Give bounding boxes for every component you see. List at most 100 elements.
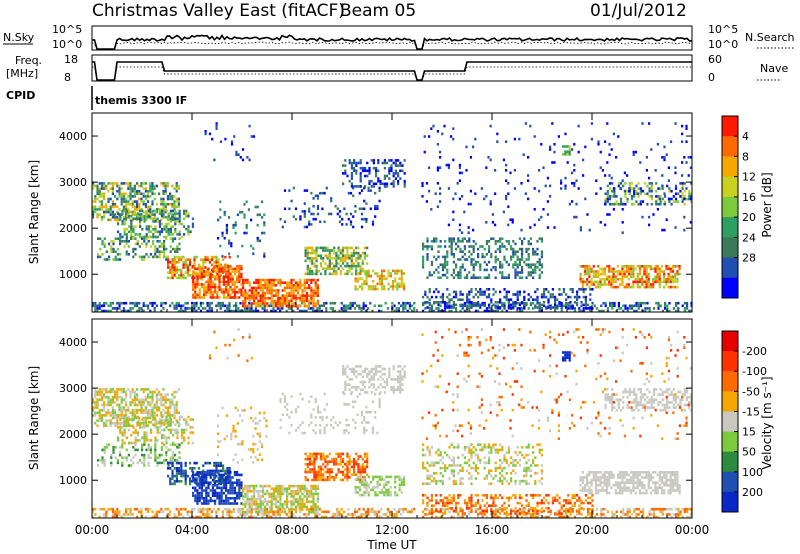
data-cell [320,304,323,308]
data-cell [411,309,414,313]
data-cell [374,287,377,291]
data-cell [178,443,181,446]
data-cell [378,309,381,313]
data-cell [633,195,636,198]
data-cell [507,263,510,266]
data-cell [222,280,225,284]
data-cell [173,271,176,274]
data-cell [543,304,546,308]
data-cell [571,148,574,151]
data-cell [681,132,684,136]
data-cell [228,252,231,256]
data-cell [568,145,571,148]
data-cell [206,309,209,313]
data-cell [154,426,157,429]
data-cell [165,459,168,462]
data-cell [630,270,633,273]
data-cell [483,260,486,264]
data-cell [98,187,101,190]
data-cell [100,416,103,420]
data-cell [206,258,209,261]
data-cell [136,200,139,203]
data-cell [169,245,172,248]
data-cell [109,414,112,417]
data-cell [96,424,99,428]
data-cell [664,301,667,305]
data-cell [235,304,238,308]
data-cell [118,184,121,188]
data-cell [196,278,199,281]
data-cell [685,161,688,164]
data-cell [172,233,175,236]
data-cell [136,242,139,246]
data-cell [348,257,351,260]
data-cell [227,278,230,281]
data-cell [209,285,212,289]
data-cell [114,250,117,253]
data-cell [275,294,278,297]
data-cell [667,285,670,289]
data-cell [149,210,152,214]
data-cell [123,245,126,248]
data-cell [215,510,218,514]
data-cell [360,307,363,310]
data-cell [233,291,236,294]
data-cell [197,263,200,267]
data-cell [459,268,462,272]
data-cell [683,228,686,232]
data-cell [593,515,596,519]
data-cell [92,208,95,211]
data-cell [645,272,648,276]
data-cell [630,275,633,278]
data-cell [120,421,123,425]
data-cell [198,275,201,278]
data-cell [192,283,195,286]
data-cell [131,414,134,417]
data-cell [483,513,486,516]
data-cell [674,265,677,268]
data-cell [351,515,354,519]
data-cell [219,244,222,248]
data-cell [562,288,565,291]
data-cell [140,507,143,511]
data-cell [123,428,126,432]
data-cell [214,278,217,281]
data-cell [430,263,433,266]
data-cell [331,301,334,305]
data-cell [444,260,447,264]
data-cell [211,280,214,284]
data-cell [131,390,134,394]
data-cell [305,189,309,192]
data-cell [594,270,598,273]
data-cell [127,406,130,409]
data-cell [213,507,216,511]
data-cell [160,424,163,428]
data-cell [628,182,631,185]
data-cell [305,278,308,282]
data-cell [323,510,326,514]
data-cell [178,247,181,251]
data-cell [120,192,123,196]
data-cell [441,273,444,277]
data-cell [194,296,197,299]
data-cell [485,240,488,243]
data-cell [94,388,97,391]
data-cell [119,418,122,421]
data-cell [160,245,163,248]
data-cell [643,265,646,268]
data-cell [606,192,609,196]
data-cell [448,298,451,301]
data-cell [472,268,475,272]
data-cell [546,226,549,229]
data-cell [165,441,168,445]
data-cell [367,507,370,511]
data-cell [171,195,174,198]
data-cell [272,307,275,310]
data-cell [217,304,220,308]
data-cell [94,401,97,404]
data-cell [184,266,187,269]
data-cell [243,213,246,217]
data-cell [147,240,150,243]
data-cell [167,227,170,231]
data-cell [525,258,528,261]
